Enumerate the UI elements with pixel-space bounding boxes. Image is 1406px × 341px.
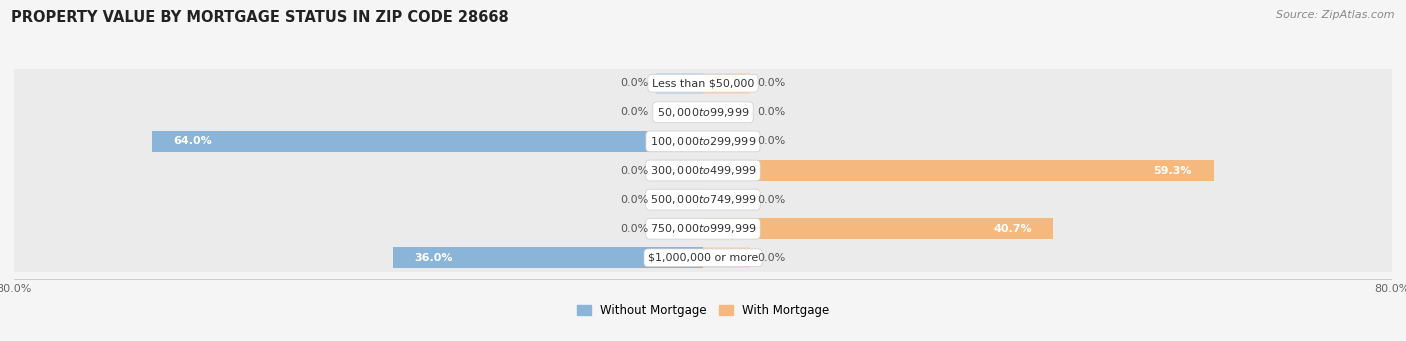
Text: $750,000 to $999,999: $750,000 to $999,999	[650, 222, 756, 235]
Bar	[14, 69, 1392, 98]
Text: Less than $50,000: Less than $50,000	[652, 78, 754, 88]
Text: $100,000 to $299,999: $100,000 to $299,999	[650, 135, 756, 148]
Text: 0.0%: 0.0%	[620, 224, 648, 234]
Text: 0.0%: 0.0%	[620, 165, 648, 176]
Bar	[14, 98, 1392, 127]
Bar	[14, 185, 1392, 214]
Bar	[703, 189, 751, 210]
Bar	[14, 214, 1392, 243]
Bar	[14, 156, 1392, 185]
Bar	[14, 127, 1392, 156]
Bar	[655, 189, 703, 210]
Bar	[703, 218, 1053, 239]
Bar	[703, 160, 1213, 181]
Text: 0.0%: 0.0%	[758, 136, 786, 146]
Text: 59.3%: 59.3%	[1154, 165, 1192, 176]
Text: 0.0%: 0.0%	[620, 78, 648, 88]
Bar	[14, 243, 1392, 272]
Bar	[655, 160, 703, 181]
Bar	[703, 131, 751, 152]
Text: 0.0%: 0.0%	[620, 107, 648, 117]
Text: 64.0%: 64.0%	[173, 136, 212, 146]
Text: 0.0%: 0.0%	[758, 107, 786, 117]
Text: $50,000 to $99,999: $50,000 to $99,999	[657, 106, 749, 119]
Text: 0.0%: 0.0%	[758, 195, 786, 205]
Bar	[703, 73, 751, 94]
Bar	[655, 73, 703, 94]
Text: $300,000 to $499,999: $300,000 to $499,999	[650, 164, 756, 177]
Bar	[655, 102, 703, 123]
Bar	[703, 102, 751, 123]
Text: $500,000 to $749,999: $500,000 to $749,999	[650, 193, 756, 206]
Bar	[703, 247, 751, 268]
Legend: Without Mortgage, With Mortgage: Without Mortgage, With Mortgage	[572, 299, 834, 322]
Text: Source: ZipAtlas.com: Source: ZipAtlas.com	[1277, 10, 1395, 20]
Bar	[655, 218, 703, 239]
Text: 36.0%: 36.0%	[415, 253, 453, 263]
Text: 40.7%: 40.7%	[994, 224, 1032, 234]
Bar	[152, 131, 703, 152]
Text: 0.0%: 0.0%	[758, 253, 786, 263]
Text: $1,000,000 or more: $1,000,000 or more	[648, 253, 758, 263]
Bar	[392, 247, 703, 268]
Text: 0.0%: 0.0%	[620, 195, 648, 205]
Text: 0.0%: 0.0%	[758, 78, 786, 88]
Text: PROPERTY VALUE BY MORTGAGE STATUS IN ZIP CODE 28668: PROPERTY VALUE BY MORTGAGE STATUS IN ZIP…	[11, 10, 509, 25]
